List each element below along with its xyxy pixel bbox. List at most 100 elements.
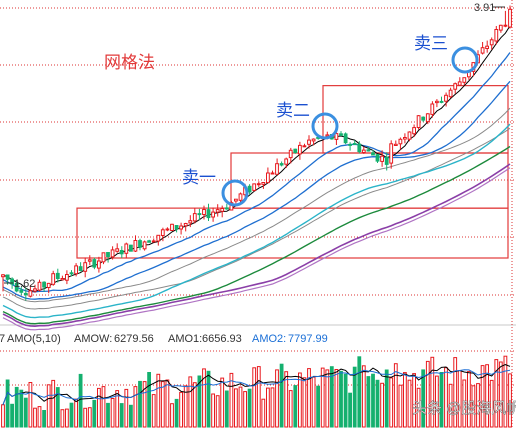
volume-bar	[288, 390, 293, 428]
candle-body	[83, 262, 88, 272]
ma-line-cyan	[2, 123, 511, 319]
candle-body	[101, 252, 106, 263]
candle-body	[42, 281, 47, 288]
candle-body	[508, 8, 512, 28]
ma-line-black	[2, 25, 511, 293]
candle-body	[425, 113, 430, 123]
candle-body	[247, 185, 252, 193]
candle-body	[412, 127, 417, 135]
volume-bar	[51, 379, 56, 428]
grid-boxes	[76, 85, 509, 259]
volume-bar	[87, 407, 92, 428]
candle-body	[261, 182, 266, 185]
amow-label: AMOW:	[74, 333, 112, 345]
volume-bar	[19, 389, 24, 428]
candle-body	[435, 100, 439, 104]
candle-body	[371, 152, 375, 156]
candle-body	[97, 260, 101, 269]
volume-ma-lines	[2, 364, 511, 405]
sell-1-circle	[221, 179, 249, 207]
candle-body	[480, 47, 485, 54]
candle-body	[142, 241, 147, 250]
amow-value: 6279.56	[114, 333, 154, 345]
volume-bar	[215, 395, 220, 428]
candle-body	[375, 154, 380, 162]
volume-bar	[247, 388, 252, 428]
volume-bar	[74, 398, 78, 428]
volume-bar	[316, 385, 321, 428]
volume-bar	[430, 356, 435, 428]
candle-body	[206, 209, 211, 219]
volume-bar	[471, 385, 476, 428]
volume-bar	[489, 379, 494, 428]
candle-body	[439, 100, 444, 103]
volume-bar	[311, 376, 316, 428]
volume-bar	[444, 367, 448, 428]
candle-body	[293, 148, 298, 153]
candle-body	[106, 252, 110, 257]
candle-body	[298, 144, 302, 155]
volume-bar	[375, 379, 380, 428]
volume-bar	[170, 403, 174, 428]
volume-bar	[188, 376, 193, 428]
candle-body	[403, 137, 407, 140]
candle-body	[151, 240, 156, 243]
volume-bar	[83, 407, 88, 428]
volume-bar	[165, 379, 170, 428]
candle-body	[115, 248, 120, 252]
candle-body	[160, 229, 165, 237]
candle-body	[279, 163, 284, 166]
ma-line-blue-1	[2, 80, 511, 300]
candle-body	[238, 193, 243, 201]
volume-bar	[270, 387, 275, 428]
candle-body	[165, 228, 170, 231]
price-low-label: 1.62	[14, 278, 35, 290]
candle-body	[421, 116, 426, 121]
candle-body	[188, 220, 193, 224]
candle-body	[110, 249, 115, 258]
candle-body	[87, 259, 92, 262]
candle-body	[494, 29, 499, 42]
volume-bar	[421, 369, 426, 428]
volume-bar	[284, 371, 289, 428]
volume-bar	[33, 407, 37, 428]
candle-body	[78, 266, 83, 272]
volume-bar	[467, 371, 471, 428]
candle-body	[275, 163, 279, 175]
candle-body	[252, 183, 257, 191]
volume-bar	[448, 383, 453, 428]
volume-bar	[485, 364, 490, 428]
volume-bar	[119, 403, 124, 428]
volume-bar	[23, 397, 28, 428]
volume-bar	[302, 377, 307, 428]
candle-body	[19, 289, 24, 293]
candle-body	[325, 134, 330, 137]
volume-bar	[403, 372, 407, 428]
ma-line-gray-1	[2, 127, 511, 310]
volume-bar	[252, 367, 257, 428]
candle-body	[170, 223, 174, 232]
volume-bar	[211, 393, 215, 428]
candle-body	[211, 211, 215, 218]
candle-body	[448, 89, 453, 98]
volume-bar	[14, 386, 19, 428]
volume-bar	[243, 391, 247, 428]
ma-line-purple-2	[2, 167, 511, 331]
volume-bar	[503, 355, 508, 428]
volume-bar	[151, 394, 156, 428]
volume-bar	[106, 402, 110, 428]
volume-bar	[60, 409, 65, 428]
candlesticks	[1, 5, 512, 301]
volume-bar	[234, 388, 238, 428]
volume-bar	[206, 370, 211, 428]
ma-line-purple	[2, 163, 511, 328]
candle-body	[348, 143, 353, 146]
volume-bar	[439, 372, 444, 428]
ma-line-gray-2	[2, 107, 511, 303]
candle-body	[224, 207, 229, 210]
volume-bar	[55, 387, 60, 428]
volume-bar	[160, 381, 165, 428]
volume-bar	[412, 373, 417, 428]
candle-body	[74, 265, 78, 275]
candle-body	[119, 250, 124, 255]
